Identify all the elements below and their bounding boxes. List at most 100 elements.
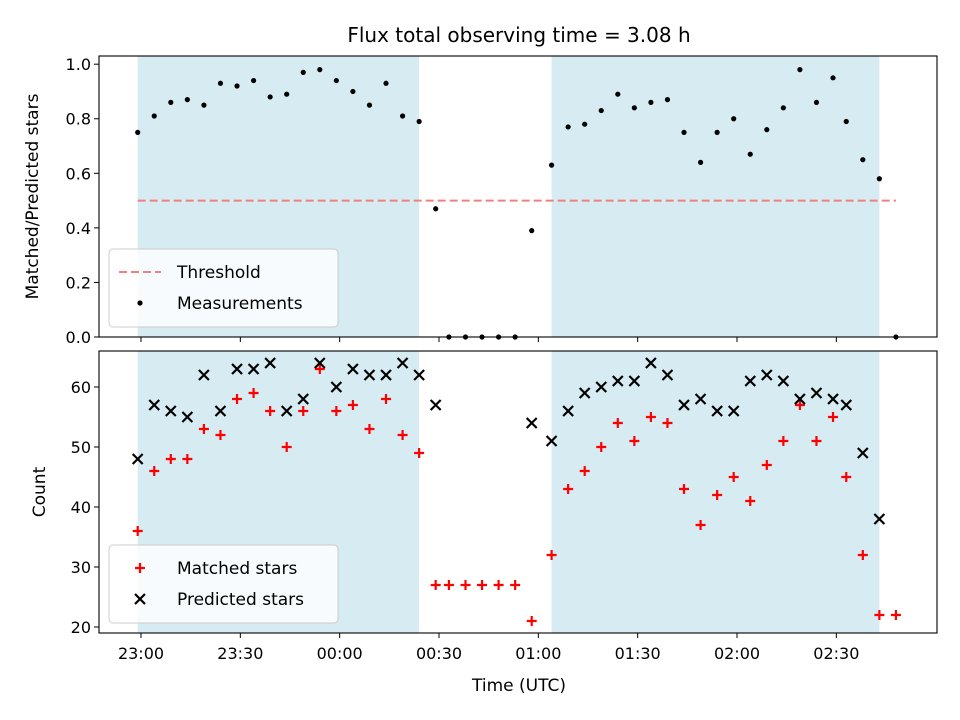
matched-stars-point bbox=[695, 520, 706, 530]
plot-frame bbox=[98, 55, 938, 338]
matched-stars-point bbox=[596, 442, 607, 452]
x-tick-label: 23:00 bbox=[118, 644, 164, 663]
predicted-stars-point bbox=[578, 387, 591, 399]
y-tick-label: 0.6 bbox=[66, 164, 91, 183]
measurement-point bbox=[664, 97, 671, 103]
count-panel: 20 30 40 50 60 23:00 23:30 00:00 00:30 01:00 01:30… bbox=[30, 350, 938, 663]
x-tick-label: 00:00 bbox=[317, 644, 363, 663]
matched-stars-point bbox=[198, 424, 209, 434]
measurement-point bbox=[151, 113, 157, 119]
measurement-point bbox=[217, 80, 224, 86]
legend-matched-swatch bbox=[135, 563, 145, 573]
measurement-point bbox=[843, 118, 849, 125]
legend-label: Matched stars bbox=[177, 559, 297, 579]
legend: Threshold Measurements bbox=[108, 248, 339, 328]
matched-stars-point bbox=[165, 454, 176, 464]
observing-interval bbox=[551, 351, 880, 633]
matched-stars-point bbox=[778, 436, 789, 446]
x-tick-label: 02:00 bbox=[714, 644, 760, 663]
chart-title: Flux total observing time = 3.08 h bbox=[347, 23, 690, 47]
predicted-stars-point bbox=[247, 363, 260, 375]
legend-label: Threshold bbox=[176, 263, 261, 283]
legend-label: Measurements bbox=[177, 294, 303, 314]
predicted-stars-point bbox=[744, 375, 757, 387]
y-tick-label: 0.4 bbox=[66, 219, 91, 238]
predicted-stars-point bbox=[314, 357, 326, 369]
measurement-point bbox=[267, 94, 273, 100]
predicted-stars-point bbox=[347, 363, 359, 375]
matched-stars-point bbox=[745, 496, 756, 506]
predicted-stars-point bbox=[562, 405, 574, 417]
measurement-point bbox=[681, 129, 687, 135]
matched-stars-point bbox=[248, 388, 259, 398]
matched-stars-point bbox=[281, 442, 292, 452]
observing-interval bbox=[551, 56, 880, 337]
matched-stars-point bbox=[331, 406, 342, 416]
measurement-point bbox=[416, 118, 422, 125]
predicted-stars-point bbox=[165, 405, 177, 417]
measurement-point bbox=[317, 67, 323, 73]
matched-stars-point bbox=[510, 580, 521, 590]
measurement-point bbox=[383, 80, 389, 86]
x-tick-label: 01:00 bbox=[515, 644, 561, 663]
legend-predicted-swatch bbox=[134, 593, 146, 605]
predicted-stars-point bbox=[429, 399, 442, 411]
measurement-point bbox=[631, 105, 637, 111]
measurement-point bbox=[234, 83, 240, 89]
predicted-stars-point bbox=[711, 405, 723, 417]
x-tick-label: 02:30 bbox=[813, 644, 859, 663]
predicted-stars-point bbox=[628, 375, 641, 387]
predicted-stars-point bbox=[840, 399, 853, 411]
predicted-stars-point bbox=[396, 357, 409, 369]
matched-stars-point bbox=[890, 610, 901, 620]
matched-stars-point bbox=[347, 400, 358, 410]
y-axis-label: Count bbox=[30, 466, 50, 517]
measurement-point bbox=[284, 91, 290, 97]
predicted-stars-point bbox=[231, 363, 243, 375]
matched-stars-point bbox=[761, 460, 772, 470]
measurement-point bbox=[731, 116, 737, 122]
predicted-stars-point bbox=[131, 453, 144, 465]
predicted-stars-point bbox=[264, 357, 276, 369]
matched-stars-point bbox=[612, 418, 623, 428]
y-tick-label: 0.0 bbox=[66, 328, 91, 347]
matched-stars-point bbox=[526, 616, 537, 626]
matched-stars-point bbox=[149, 466, 160, 476]
matched-stars-point bbox=[794, 400, 805, 410]
measurement-point bbox=[780, 105, 786, 111]
predicted-stars-point bbox=[198, 369, 210, 381]
measurement-point bbox=[830, 75, 836, 81]
matched-stars-point bbox=[477, 580, 488, 590]
predicted-stars-point bbox=[694, 393, 707, 405]
matched-stars-point bbox=[728, 472, 739, 482]
matched-stars-point bbox=[265, 406, 276, 416]
measurement-point bbox=[813, 99, 820, 105]
y-tick-label: 40 bbox=[71, 498, 91, 517]
matched-stars-point bbox=[314, 364, 325, 374]
legend-box bbox=[108, 544, 339, 624]
matched-stars-point bbox=[215, 430, 226, 440]
x-tick-label: 00:30 bbox=[416, 644, 462, 663]
measurement-point bbox=[250, 77, 257, 84]
matched-stars-point bbox=[811, 436, 822, 446]
predicted-stars-point bbox=[794, 393, 806, 405]
matched-stars-point bbox=[493, 580, 504, 590]
matched-stars-point bbox=[430, 580, 441, 590]
y-tick-label: 20 bbox=[71, 618, 91, 637]
predicted-stars-point bbox=[181, 411, 194, 423]
measurement-point bbox=[168, 99, 174, 105]
matched-stars-point bbox=[712, 490, 723, 500]
y-tick-label: 30 bbox=[71, 558, 91, 577]
predicted-stars-point bbox=[727, 405, 740, 417]
predicted-stars-point bbox=[595, 381, 608, 393]
measurement-point bbox=[300, 69, 306, 75]
predicted-stars-point bbox=[214, 405, 227, 417]
matched-stars-point bbox=[629, 436, 640, 446]
matched-stars-point bbox=[645, 412, 656, 422]
predicted-stars-point bbox=[857, 447, 869, 459]
measurement-point bbox=[714, 129, 720, 135]
measurement-point bbox=[615, 91, 621, 97]
matched-stars-point bbox=[364, 424, 375, 434]
measurement-point bbox=[366, 102, 373, 108]
predicted-stars-point bbox=[678, 399, 690, 411]
